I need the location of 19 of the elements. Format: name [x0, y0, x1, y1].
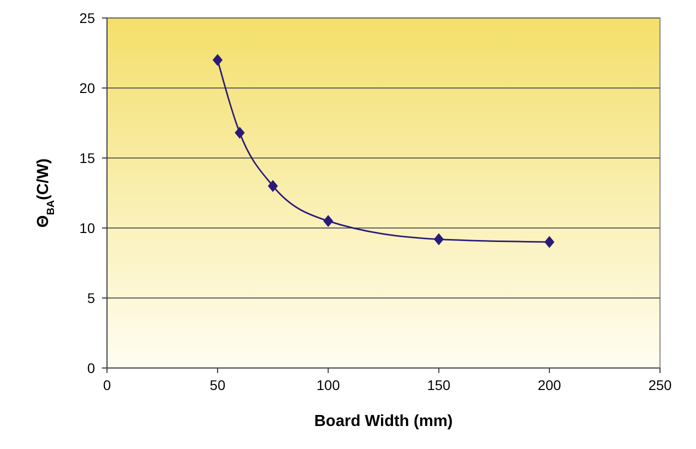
point — [544, 236, 554, 248]
y-tick-label: 0 — [87, 360, 96, 376]
x-tick-label: 200 — [538, 377, 562, 393]
x-tick-label: 250 — [648, 377, 672, 393]
x-tick-label: 50 — [210, 377, 226, 393]
y-tick-label: 5 — [87, 290, 96, 306]
point — [323, 215, 334, 227]
point — [434, 233, 444, 246]
point — [234, 126, 245, 139]
point — [268, 180, 278, 192]
y-tick-label: 15 — [79, 150, 96, 166]
x-tick-label: 100 — [316, 377, 340, 393]
x-axis-title: Board Width (mm) — [314, 413, 453, 430]
point — [212, 54, 223, 66]
y-tick-label: 25 — [79, 10, 96, 26]
y-tick-label: 20 — [79, 80, 96, 96]
y-tick-label: 10 — [79, 220, 96, 236]
x-tick-label: 0 — [103, 377, 112, 393]
x-tick-label: 150 — [427, 377, 451, 393]
